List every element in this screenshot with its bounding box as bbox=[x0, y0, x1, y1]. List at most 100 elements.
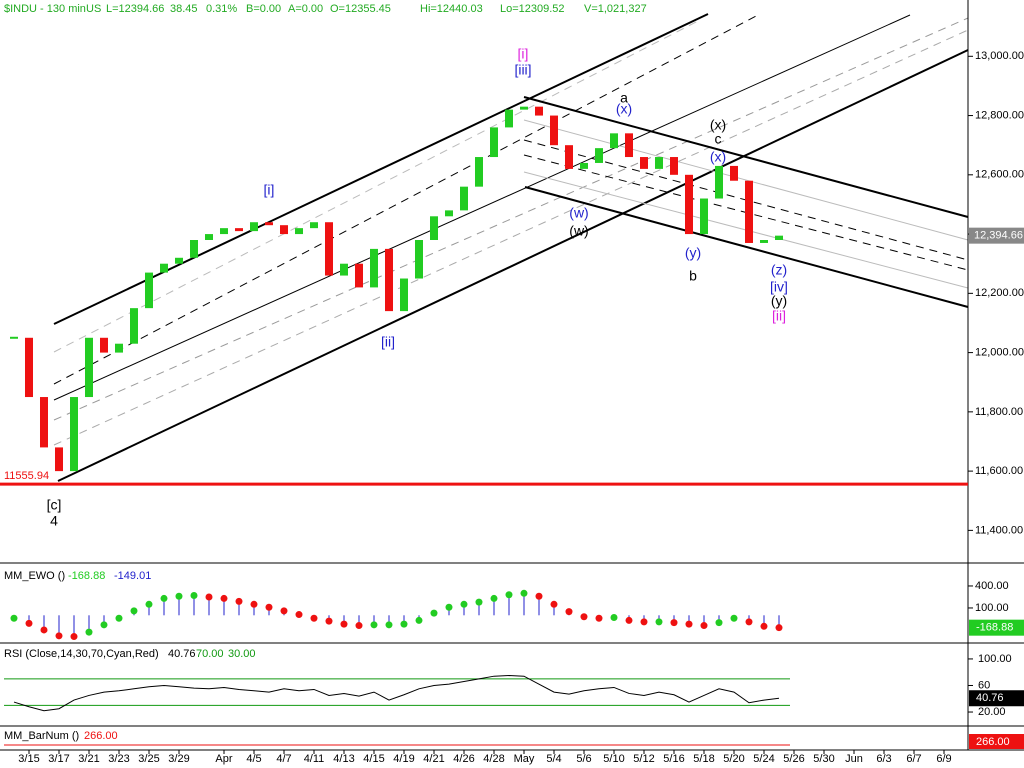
candle bbox=[399, 278, 408, 312]
ewo-dot bbox=[250, 600, 258, 608]
rsi-tick-label: 100.00 bbox=[978, 653, 1012, 665]
x-tick-label: 4/21 bbox=[423, 753, 444, 765]
x-tick-label: 3/29 bbox=[168, 753, 189, 765]
candle bbox=[534, 106, 543, 116]
ewo-last-box bbox=[969, 619, 1024, 636]
ewo-tick-label: 400.00 bbox=[975, 580, 1009, 592]
ewo-dot bbox=[565, 608, 573, 616]
wave-label: (x) bbox=[616, 101, 632, 117]
ewo-dot bbox=[310, 614, 318, 622]
x-tick-label: 5/10 bbox=[603, 753, 624, 765]
ewo-dot bbox=[325, 617, 333, 625]
ewo-dot bbox=[730, 614, 738, 622]
candle bbox=[429, 216, 438, 240]
x-tick-label: 5/6 bbox=[576, 753, 591, 765]
ask: A=0.00 bbox=[288, 3, 323, 15]
ewo-dot bbox=[115, 614, 123, 622]
x-tick-label: 5/26 bbox=[783, 753, 804, 765]
y-tick-label: 12,200.00 bbox=[975, 287, 1024, 299]
ewo-dot bbox=[160, 594, 168, 602]
x-tick-label: 4/28 bbox=[483, 753, 504, 765]
candle bbox=[444, 210, 453, 217]
last: L=12394.66 bbox=[106, 3, 164, 15]
wave-label: (y) bbox=[771, 293, 787, 309]
ewo-dot bbox=[385, 621, 393, 629]
ewo-dot bbox=[70, 633, 78, 641]
change: 38.45 bbox=[170, 3, 198, 15]
candle bbox=[144, 272, 153, 309]
candle bbox=[549, 115, 558, 146]
candle bbox=[114, 343, 123, 353]
candle bbox=[714, 165, 723, 199]
ewo-dot bbox=[700, 622, 708, 630]
ewo-dot bbox=[475, 598, 483, 606]
candle bbox=[609, 133, 618, 149]
ewo-dot bbox=[235, 597, 243, 605]
wave-label: [i] bbox=[518, 46, 529, 62]
open: O=12355.45 bbox=[330, 3, 391, 15]
candle bbox=[39, 397, 48, 448]
candle bbox=[759, 240, 768, 243]
x-tick-label: 5/18 bbox=[693, 753, 714, 765]
candle bbox=[729, 165, 738, 181]
candle bbox=[279, 225, 288, 235]
x-tick-label: 3/21 bbox=[78, 753, 99, 765]
ewo-dot bbox=[490, 594, 498, 602]
candle bbox=[744, 180, 753, 243]
wave-label: [i] bbox=[264, 182, 275, 198]
ewo-dot bbox=[130, 607, 138, 615]
ewo-dot bbox=[175, 592, 183, 600]
candle bbox=[414, 240, 423, 279]
ewo-reading: -149.01 bbox=[114, 570, 151, 582]
candle bbox=[774, 235, 783, 240]
rsi-last-box bbox=[969, 690, 1024, 707]
ewo-dot bbox=[625, 616, 633, 624]
x-tick-label: 4/13 bbox=[333, 753, 354, 765]
wave-label: (w) bbox=[569, 205, 588, 221]
ewo-dot bbox=[400, 620, 408, 628]
candle bbox=[24, 337, 33, 398]
ewo-dot bbox=[295, 611, 303, 619]
candle bbox=[54, 447, 63, 472]
y-tick-label: 11,600.00 bbox=[975, 465, 1023, 477]
ewo-reading: -168.88 bbox=[68, 570, 105, 582]
candle bbox=[339, 263, 348, 276]
ewo-last-label: -168.88 bbox=[976, 622, 1013, 634]
x-tick-label: 4/11 bbox=[304, 753, 325, 765]
candle bbox=[519, 106, 528, 110]
candle bbox=[384, 248, 393, 312]
ewo-dot bbox=[610, 613, 618, 621]
candle bbox=[624, 133, 633, 158]
rsi-tick-label: 20.00 bbox=[978, 706, 1006, 718]
ewo-dot bbox=[85, 628, 93, 636]
candle bbox=[159, 263, 168, 273]
y-tick-label: 12,800.00 bbox=[975, 109, 1024, 121]
hi: Hi=12440.03 bbox=[420, 3, 483, 15]
ewo-dot bbox=[25, 619, 33, 627]
wave-label: [ii] bbox=[772, 308, 786, 324]
candle bbox=[324, 222, 333, 276]
x-tick-label: 6/7 bbox=[906, 753, 921, 765]
wave-label: a bbox=[620, 90, 628, 106]
ewo-dot bbox=[670, 619, 678, 627]
wave-label: (y) bbox=[685, 245, 701, 261]
ewo-dot bbox=[460, 600, 468, 608]
wave-label: [iii] bbox=[514, 62, 531, 78]
candle bbox=[69, 397, 78, 472]
ewo-dot bbox=[340, 620, 348, 628]
x-tick-label: 4/7 bbox=[276, 753, 291, 765]
ewo-dot bbox=[55, 632, 63, 640]
candle bbox=[504, 109, 513, 128]
panel-frame bbox=[0, 0, 1024, 751]
wave-label: 4 bbox=[50, 513, 58, 529]
wave-label: [iv] bbox=[770, 279, 788, 295]
ewo-dot bbox=[745, 618, 753, 626]
candle bbox=[579, 162, 588, 169]
candle bbox=[354, 263, 363, 288]
candle bbox=[369, 248, 378, 288]
ewo-dot bbox=[100, 621, 108, 629]
candle bbox=[699, 198, 708, 235]
ewo-dot bbox=[655, 618, 663, 626]
barnum-reading: 266.00 bbox=[84, 730, 118, 742]
